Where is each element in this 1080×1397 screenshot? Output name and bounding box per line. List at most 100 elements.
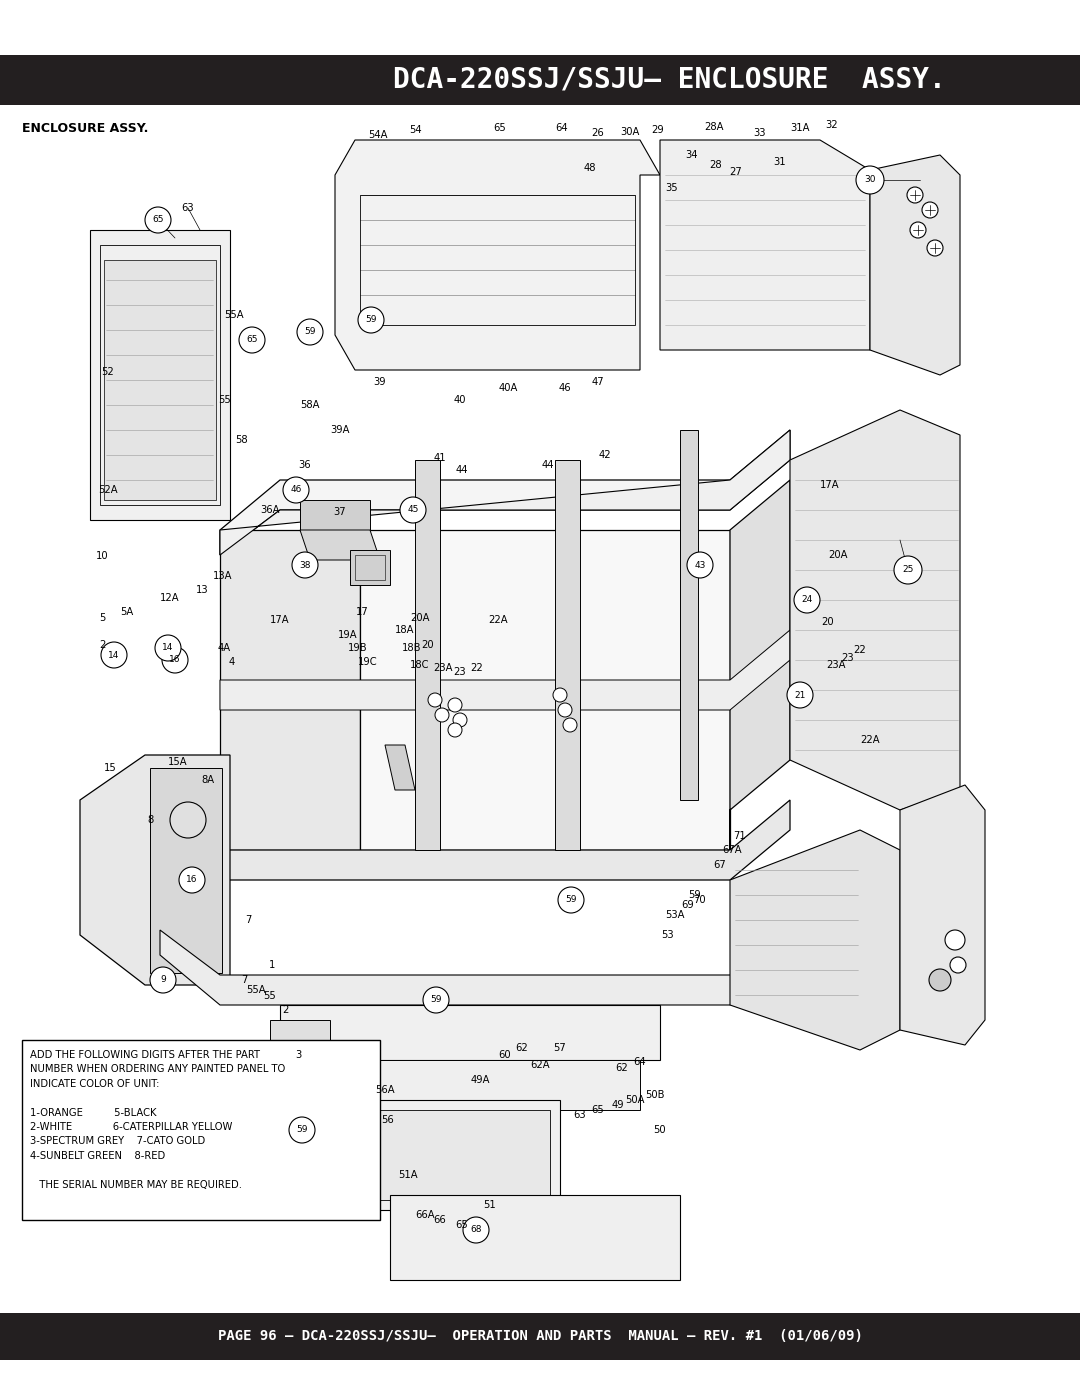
Circle shape [787,682,813,708]
Text: 60: 60 [499,1051,511,1060]
Text: 23A: 23A [826,659,846,671]
Bar [270,1020,330,1060]
Bar [680,430,698,800]
Text: 59: 59 [565,895,577,904]
Text: 50A: 50A [625,1095,645,1105]
Text: 19C: 19C [359,657,378,666]
Text: 59: 59 [689,890,701,900]
Text: 19A: 19A [338,630,357,640]
Circle shape [558,887,584,914]
Text: 65: 65 [152,215,164,225]
Text: 2: 2 [282,1004,288,1016]
Text: 54: 54 [408,124,421,136]
Text: 18A: 18A [395,624,415,636]
Text: 29: 29 [651,124,664,136]
Text: 4: 4 [229,657,235,666]
Text: 67: 67 [714,861,727,870]
Circle shape [922,203,939,218]
Circle shape [357,307,384,332]
Text: 10: 10 [96,550,108,562]
Text: 69: 69 [681,900,694,909]
Text: 52A: 52A [98,485,118,495]
Polygon shape [660,140,870,351]
Polygon shape [390,1194,680,1280]
Text: 18B: 18B [402,643,422,652]
Polygon shape [310,1099,561,1210]
Circle shape [945,930,966,950]
Circle shape [297,319,323,345]
Text: 36: 36 [299,460,311,469]
Text: 7: 7 [241,975,247,985]
Text: 19B: 19B [348,643,368,652]
Circle shape [283,476,309,503]
Text: 57: 57 [554,1044,566,1053]
Polygon shape [360,529,730,849]
Text: 25: 25 [902,566,914,574]
Text: 64: 64 [634,1058,646,1067]
Circle shape [929,970,951,990]
Text: 62: 62 [515,1044,528,1053]
Polygon shape [900,785,985,1045]
Polygon shape [870,155,960,374]
Text: 36A: 36A [260,504,280,515]
Text: 20: 20 [421,640,434,650]
Text: 16: 16 [186,876,198,884]
Text: 54A: 54A [368,130,388,140]
Text: 22A: 22A [488,615,508,624]
Text: 65: 65 [246,335,258,345]
Polygon shape [80,754,230,985]
Circle shape [400,497,426,522]
Text: 8: 8 [147,814,153,826]
Text: ADD THE FOLLOWING DIGITS AFTER THE PART
NUMBER WHEN ORDERING ANY PAINTED PANEL T: ADD THE FOLLOWING DIGITS AFTER THE PART … [30,1051,285,1190]
Text: 32: 32 [826,120,838,130]
Text: 55A: 55A [246,985,266,995]
Circle shape [910,222,926,237]
Text: 40: 40 [454,395,467,405]
Circle shape [687,552,713,578]
Text: 55: 55 [264,990,276,1002]
Text: 45: 45 [407,506,419,514]
Circle shape [428,693,442,707]
Bar [22,1039,380,1220]
Bar [555,460,580,849]
Text: 65: 65 [456,1220,469,1229]
Text: 51: 51 [484,1200,497,1210]
Text: 55: 55 [218,395,231,405]
Text: 65: 65 [592,1105,605,1115]
Circle shape [907,187,923,203]
Text: 9: 9 [160,975,166,985]
Text: 23: 23 [454,666,467,678]
Text: 34: 34 [686,149,699,161]
Text: 58: 58 [235,434,248,446]
Text: 67A: 67A [723,845,742,855]
Text: 66: 66 [434,1215,446,1225]
Text: 52: 52 [102,367,114,377]
Text: 42: 42 [598,450,611,460]
Circle shape [856,166,885,194]
Text: 58A: 58A [300,400,320,409]
Circle shape [453,712,467,726]
Text: 49: 49 [611,1099,624,1111]
Text: 68: 68 [470,1225,482,1235]
Text: 53: 53 [662,930,674,940]
Polygon shape [789,409,960,810]
Text: 28: 28 [710,161,723,170]
Circle shape [794,587,820,613]
Text: 17A: 17A [820,481,840,490]
Text: 30: 30 [864,176,876,184]
Polygon shape [335,140,660,370]
Text: 56: 56 [381,1115,394,1125]
Text: 1: 1 [269,960,275,970]
Bar [150,768,222,972]
Text: 3: 3 [295,1051,301,1060]
Bar [104,260,216,500]
Text: 12A: 12A [160,592,179,604]
Polygon shape [730,481,789,849]
Polygon shape [220,430,789,555]
Text: 50B: 50B [645,1090,665,1099]
Text: 56A: 56A [375,1085,395,1095]
Text: 28A: 28A [704,122,724,131]
Text: 65: 65 [494,123,507,133]
Text: 38: 38 [299,560,311,570]
Polygon shape [220,630,789,710]
